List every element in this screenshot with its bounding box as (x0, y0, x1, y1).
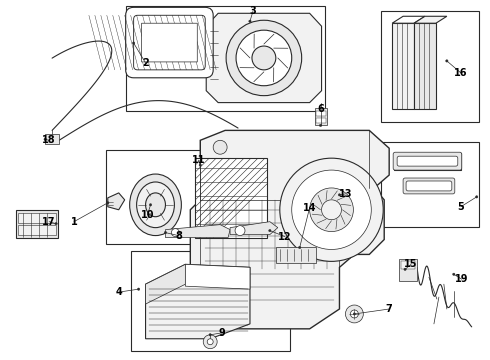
Polygon shape (190, 130, 389, 329)
Text: 11: 11 (192, 155, 205, 165)
Text: 18: 18 (42, 135, 56, 145)
Bar (131, 251, 290, 351)
Text: 8: 8 (175, 230, 182, 240)
Polygon shape (185, 264, 250, 289)
FancyBboxPatch shape (142, 23, 197, 62)
Circle shape (280, 158, 383, 261)
Bar (315, 108, 326, 125)
Text: 4: 4 (115, 287, 122, 297)
Text: 13: 13 (339, 189, 352, 199)
Circle shape (292, 170, 371, 249)
Bar (381, 142, 479, 227)
Bar (45, 134, 59, 144)
Bar (18, 225, 56, 235)
Circle shape (249, 20, 251, 22)
Circle shape (203, 335, 217, 349)
Polygon shape (414, 16, 447, 23)
Polygon shape (146, 264, 250, 339)
Polygon shape (166, 225, 230, 238)
Bar (316, 111, 325, 116)
Bar (399, 260, 417, 281)
Circle shape (44, 138, 47, 140)
Polygon shape (230, 222, 278, 235)
Circle shape (446, 60, 448, 62)
Circle shape (345, 305, 363, 323)
Circle shape (199, 164, 201, 166)
Bar (316, 118, 325, 123)
FancyBboxPatch shape (125, 7, 213, 78)
Circle shape (164, 231, 167, 234)
Circle shape (475, 196, 478, 198)
Ellipse shape (146, 193, 166, 217)
Text: 14: 14 (303, 203, 317, 213)
Circle shape (107, 202, 109, 204)
Circle shape (252, 46, 276, 70)
FancyBboxPatch shape (397, 156, 458, 166)
Bar (18, 213, 56, 223)
Polygon shape (108, 193, 124, 210)
Circle shape (310, 188, 353, 231)
Text: 5: 5 (457, 202, 464, 212)
FancyBboxPatch shape (393, 152, 462, 170)
Circle shape (209, 334, 211, 336)
Text: 2: 2 (142, 58, 149, 68)
Polygon shape (206, 13, 321, 103)
Bar (16, 210, 58, 238)
Text: 9: 9 (219, 328, 225, 338)
Text: 6: 6 (317, 104, 324, 113)
Circle shape (453, 273, 455, 275)
Text: 10: 10 (141, 210, 154, 220)
Circle shape (226, 20, 302, 96)
Circle shape (207, 339, 213, 345)
Bar (276, 247, 316, 264)
Text: 3: 3 (249, 6, 256, 16)
Bar (125, 6, 324, 111)
Text: 1: 1 (71, 217, 77, 227)
Polygon shape (414, 23, 436, 109)
FancyBboxPatch shape (134, 15, 205, 70)
Circle shape (321, 200, 342, 220)
Bar (196, 158, 267, 238)
Text: 12: 12 (278, 231, 292, 242)
Circle shape (298, 246, 301, 249)
Polygon shape (394, 153, 461, 170)
Circle shape (149, 204, 152, 206)
Ellipse shape (137, 182, 174, 228)
Circle shape (319, 124, 322, 127)
Circle shape (55, 222, 57, 225)
Circle shape (350, 310, 358, 318)
Polygon shape (146, 264, 185, 304)
Circle shape (172, 229, 179, 237)
Text: 15: 15 (404, 259, 418, 269)
Circle shape (132, 42, 135, 44)
Bar (401, 261, 415, 269)
FancyBboxPatch shape (403, 178, 455, 194)
Circle shape (353, 313, 356, 315)
Text: 17: 17 (42, 217, 56, 227)
Circle shape (213, 140, 227, 154)
Circle shape (236, 30, 292, 86)
Circle shape (235, 226, 245, 235)
Circle shape (338, 194, 341, 196)
Bar (381, 11, 479, 122)
Circle shape (404, 268, 406, 270)
FancyBboxPatch shape (406, 181, 452, 191)
Polygon shape (392, 23, 414, 109)
Bar (106, 150, 270, 244)
Text: 16: 16 (454, 68, 467, 78)
Polygon shape (392, 16, 425, 23)
Text: 19: 19 (455, 274, 468, 284)
Text: 7: 7 (386, 304, 392, 314)
Ellipse shape (130, 174, 181, 235)
Circle shape (137, 288, 140, 291)
Circle shape (269, 229, 271, 232)
